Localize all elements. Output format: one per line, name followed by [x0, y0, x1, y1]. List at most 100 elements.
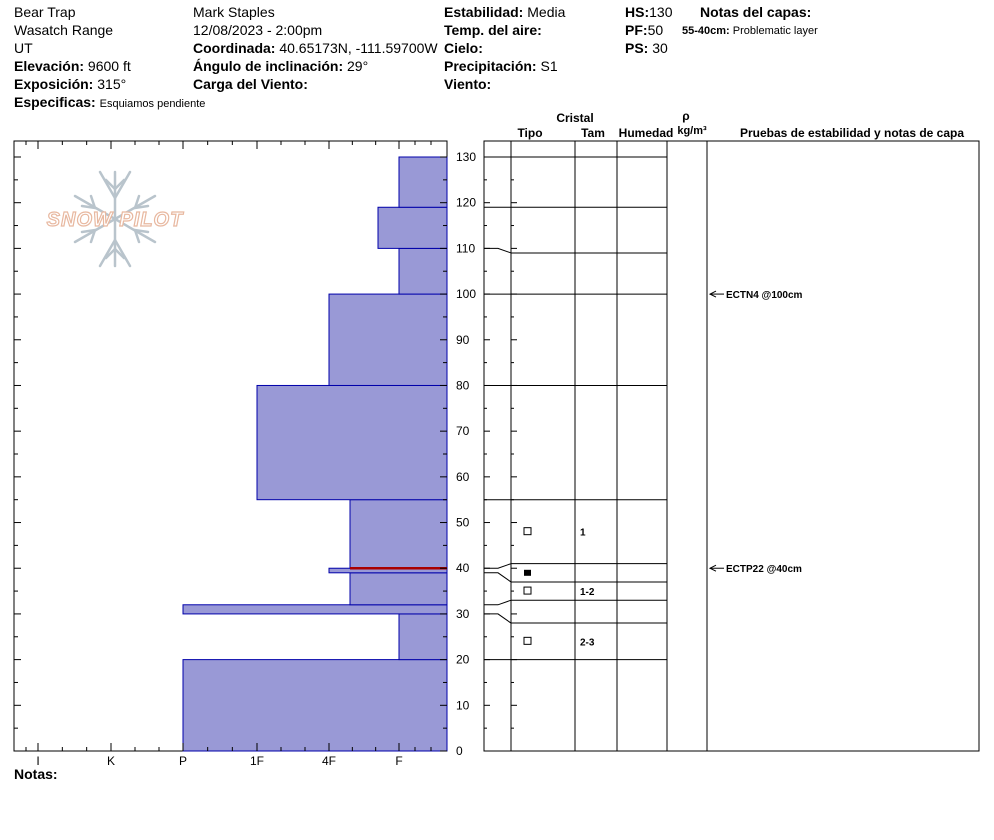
hardness-layer-bar — [398, 613, 448, 661]
layer-connector — [484, 572, 512, 583]
sky-label: Cielo: — [444, 40, 483, 56]
grain-open-square — [523, 586, 532, 595]
specifics-row: Especificas: Esquiamos pendiente — [14, 94, 205, 112]
coords-value: 40.65173N, -111.59700W — [279, 40, 438, 56]
wind-load-label: Carga del Viento: — [193, 76, 308, 92]
y-tick-label: 30 — [456, 607, 470, 621]
stability-test-label: ECTN4 @100cm — [726, 290, 803, 301]
elevation-value: 9600 ft — [87, 58, 131, 74]
stability-value: Media — [527, 4, 566, 20]
hs-value: 130 — [649, 4, 673, 20]
mountain-range: Wasatch Range — [14, 22, 114, 38]
hs-row: HS:130 — [625, 4, 672, 20]
x-tick-label: 4F — [322, 754, 336, 768]
layer-connector — [484, 563, 512, 569]
elevation-label: Elevación: — [14, 58, 85, 74]
x-tick-label: I — [36, 754, 39, 768]
column-header-humedad: Humedad — [619, 126, 674, 140]
precip-label: Precipitación: — [444, 58, 537, 74]
layer-notes-label: Notas del capas: — [700, 4, 812, 20]
grain-size-label: 1-2 — [580, 587, 595, 598]
column-header-cristal: Cristal — [556, 111, 593, 125]
stability-test-label: ECTP22 @40cm — [726, 564, 802, 575]
aspect-label: Exposición: — [14, 76, 94, 92]
observer-name: Mark Staples — [193, 4, 275, 20]
y-tick-label: 0 — [456, 744, 463, 758]
ps-row: PS: 30 — [625, 40, 668, 56]
y-tick-label: 20 — [456, 653, 470, 667]
ps-label: PS: — [625, 40, 649, 56]
precip-row: Precipitación: S1 — [444, 58, 558, 74]
air-temp-label: Temp. del aire: — [444, 22, 542, 38]
specifics-value: Esquiamos pendiente — [99, 98, 206, 110]
layer-connector — [484, 613, 512, 624]
y-tick-label: 80 — [456, 378, 470, 392]
slope-value: 29° — [347, 58, 369, 74]
aspect-value: 315° — [97, 76, 127, 92]
pf-label: PF: — [625, 22, 648, 38]
arrow-left-icon — [708, 290, 717, 298]
hardness-layer-bar — [182, 659, 448, 752]
stability-label: Estabilidad: — [444, 4, 524, 20]
y-tick-label: 70 — [456, 424, 470, 438]
pf-row: PF:50 — [625, 22, 663, 38]
hardness-layer-bar — [349, 499, 448, 569]
column-header-density-unit: kg/m³ — [677, 125, 707, 137]
layer-connector — [484, 599, 512, 606]
elevation-row: Elevación: 9600 ft — [14, 58, 131, 74]
x-tick-label: P — [179, 754, 187, 768]
hardness-layer-bar — [182, 604, 448, 615]
column-header-tam: Tam — [581, 126, 605, 140]
state: UT — [14, 40, 33, 56]
snowpilot-logo: SNOW PILOT — [46, 170, 184, 268]
wind-label: Viento: — [444, 76, 492, 92]
location-name: Bear Trap — [14, 4, 76, 20]
arrow-left-icon — [708, 564, 717, 572]
logo-text: SNOW PILOT — [47, 209, 184, 231]
coords-label: Coordinada: — [193, 40, 276, 56]
layer-table-frame — [483, 140, 980, 752]
x-tick-label: K — [107, 754, 115, 768]
column-dividers — [510, 141, 708, 751]
hardness-layer-bar — [256, 384, 448, 501]
coords-row: Coordinada: 40.65173N, -111.59700W — [193, 40, 438, 56]
column-header-tipo: Tipo — [517, 126, 542, 140]
y-tick-label: 50 — [456, 516, 470, 530]
hardness-layer-bar — [377, 206, 448, 249]
y-tick-label: 110 — [456, 241, 475, 255]
layer-note-depth: 55-40cm: — [682, 25, 730, 37]
stability-row: Estabilidad: Media — [444, 4, 565, 20]
hardness-layer-bar — [398, 156, 448, 208]
observation-datetime: 12/08/2023 - 2:00pm — [193, 22, 323, 38]
grain-open-square — [523, 527, 532, 536]
grain-size-label: 2-3 — [580, 637, 595, 648]
y-tick-label: 90 — [456, 333, 470, 347]
y-tick-label: 10 — [456, 698, 470, 712]
aspect-row: Exposición: 315° — [14, 76, 126, 92]
layer-note-text: Problematic layer — [732, 25, 818, 37]
hardness-layer-bar — [349, 572, 448, 606]
hardness-layer-bar — [398, 247, 448, 295]
x-tick-label: 1F — [250, 754, 264, 768]
hardness-layer-bar — [328, 293, 448, 386]
snowflake-icon — [73, 170, 157, 268]
slope-label: Ángulo de inclinación: — [193, 58, 344, 74]
layer-connector — [484, 247, 512, 254]
column-header-rho: ρ — [682, 109, 689, 123]
notes-label: Notas: — [14, 766, 58, 782]
specifics-label: Especificas: — [14, 94, 96, 110]
grain-size-label: 1 — [580, 528, 586, 539]
x-tick-label: F — [395, 754, 402, 768]
pf-value: 50 — [647, 22, 664, 38]
y-tick-label: 130 — [456, 150, 476, 164]
hs-label: HS: — [625, 4, 650, 20]
y-tick-label: 120 — [456, 196, 476, 210]
grain-filled-square — [524, 569, 531, 576]
ps-value: 30 — [652, 40, 668, 56]
y-tick-label: 60 — [456, 470, 470, 484]
grain-open-square — [523, 636, 532, 645]
y-tick-label: 40 — [456, 561, 470, 575]
precip-value: S1 — [540, 58, 558, 74]
y-tick-label: 100 — [456, 287, 476, 301]
